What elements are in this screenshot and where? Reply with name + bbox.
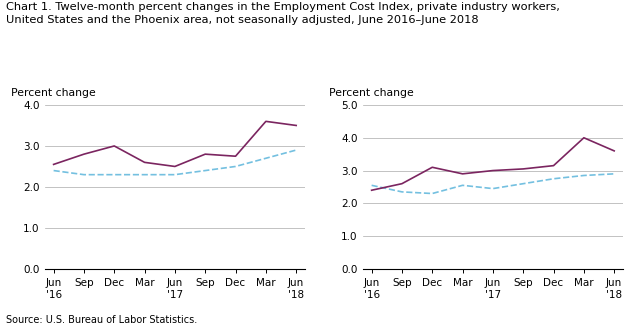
United States wages and salaries bbox=[489, 187, 497, 191]
United States wages and salaries bbox=[580, 174, 588, 177]
Line: Phoenix total compensation: Phoenix total compensation bbox=[53, 121, 296, 167]
United States wages and salaries bbox=[550, 177, 557, 181]
Phoenix total compensation bbox=[50, 162, 57, 166]
Phoenix wages and salaries bbox=[398, 182, 406, 186]
Phoenix wages and salaries bbox=[580, 136, 588, 140]
United States wages and salaries bbox=[368, 183, 375, 187]
United States wages and salaries bbox=[520, 182, 527, 186]
Text: Chart 1. Twelve-month percent changes in the Employment Cost Index, private indu: Chart 1. Twelve-month percent changes in… bbox=[6, 2, 560, 25]
United States total compensation bbox=[202, 169, 209, 173]
Phoenix total compensation bbox=[232, 154, 239, 158]
Line: United States total compensation: United States total compensation bbox=[53, 150, 296, 174]
Line: United States wages and salaries: United States wages and salaries bbox=[371, 174, 614, 194]
Phoenix wages and salaries bbox=[550, 164, 557, 168]
Phoenix total compensation bbox=[141, 160, 148, 164]
Phoenix total compensation bbox=[171, 165, 179, 169]
Phoenix total compensation bbox=[262, 119, 270, 123]
Legend: United States wages and salaries, Phoenix wages and salaries: United States wages and salaries, Phoeni… bbox=[368, 327, 574, 328]
Phoenix wages and salaries bbox=[368, 188, 375, 192]
United States wages and salaries bbox=[398, 190, 406, 194]
Phoenix wages and salaries bbox=[520, 167, 527, 171]
Phoenix total compensation bbox=[80, 152, 88, 156]
Text: Percent change: Percent change bbox=[329, 89, 413, 98]
Legend: United States total compensation, Phoenix total compensation: United States total compensation, Phoeni… bbox=[50, 327, 257, 328]
Text: Percent change: Percent change bbox=[11, 89, 95, 98]
Line: Phoenix wages and salaries: Phoenix wages and salaries bbox=[371, 138, 614, 190]
United States wages and salaries bbox=[611, 172, 618, 176]
Phoenix total compensation bbox=[111, 144, 118, 148]
United States total compensation bbox=[80, 173, 88, 176]
United States total compensation bbox=[141, 173, 148, 176]
United States total compensation bbox=[293, 148, 300, 152]
Phoenix wages and salaries bbox=[611, 149, 618, 153]
Phoenix wages and salaries bbox=[459, 172, 466, 176]
United States total compensation bbox=[111, 173, 118, 176]
Phoenix total compensation bbox=[202, 152, 209, 156]
Text: Source: U.S. Bureau of Labor Statistics.: Source: U.S. Bureau of Labor Statistics. bbox=[6, 315, 198, 325]
United States total compensation bbox=[262, 156, 270, 160]
United States wages and salaries bbox=[459, 183, 466, 187]
United States total compensation bbox=[171, 173, 179, 176]
United States total compensation bbox=[50, 169, 57, 173]
United States wages and salaries bbox=[429, 192, 436, 195]
Phoenix wages and salaries bbox=[429, 165, 436, 169]
Phoenix wages and salaries bbox=[489, 169, 497, 173]
Phoenix total compensation bbox=[293, 123, 300, 127]
United States total compensation bbox=[232, 165, 239, 169]
